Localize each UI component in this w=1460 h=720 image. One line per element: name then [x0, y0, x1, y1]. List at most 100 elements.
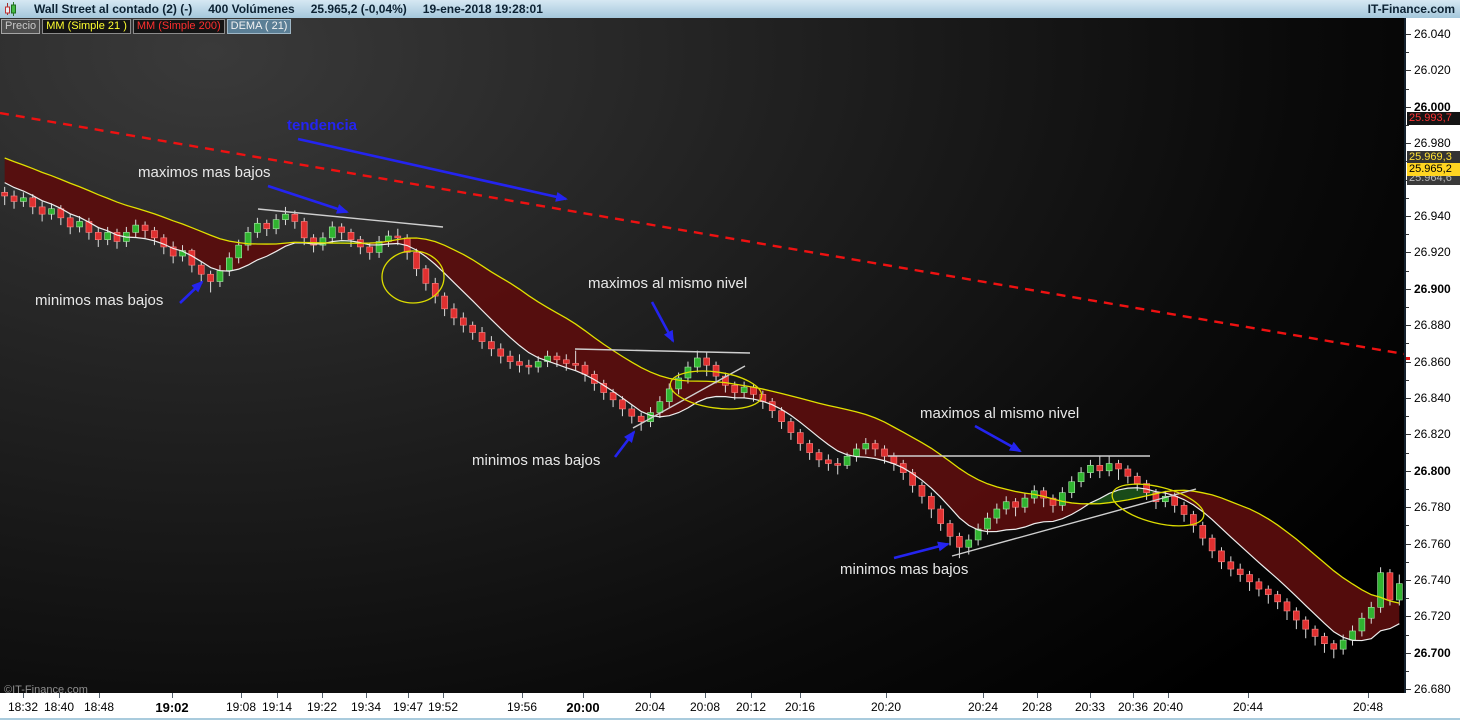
time-axis[interactable]: 18:32 18:40 18:48 19:02 19:08 19:14 19:22 19:34…: [0, 693, 1460, 720]
time-tick: [583, 693, 584, 698]
candle-body: [1162, 495, 1169, 503]
time-tick: [1037, 693, 1038, 698]
price-tick: [1406, 598, 1409, 600]
time-label: 20:40: [1152, 700, 1184, 714]
candle-body: [1339, 639, 1347, 650]
candle-body: [712, 364, 720, 377]
candle-body: [375, 241, 383, 253]
price-tick: [1406, 543, 1411, 545]
candle-body: [993, 508, 1001, 519]
candle-body: [1283, 601, 1291, 612]
price-label: 26.920: [1414, 245, 1451, 260]
candle-body: [1002, 501, 1010, 510]
candle-body: [665, 388, 673, 402]
price-tick: [1406, 580, 1411, 581]
candles-layer[interactable]: [1, 186, 1403, 659]
candle-body: [1321, 636, 1328, 644]
legend-item-precio[interactable]: Precio: [1, 19, 41, 34]
annotation-arrows[interactable]: [179, 137, 1022, 560]
candle-body: [581, 364, 589, 375]
candle-body: [525, 364, 533, 368]
candle-body: [1246, 574, 1253, 583]
candle-body: [1124, 468, 1132, 477]
legend-item-mm200[interactable]: MM (Simple 200): [132, 19, 225, 34]
candle-body: [974, 528, 982, 541]
candle-body: [244, 232, 252, 246]
price-label: 26.780: [1414, 500, 1451, 515]
price-label: 26.980: [1414, 136, 1451, 151]
price-tick: [1406, 307, 1409, 308]
highlight-ellipse: [669, 370, 763, 410]
annotation-text: minimos mas bajos: [840, 561, 968, 578]
price-chart-canvas[interactable]: tendencia maximos mas bajos minimos mas ba…: [0, 18, 1404, 693]
candle-body: [113, 232, 121, 242]
price-tick: [1406, 252, 1411, 254]
candle-body: [815, 452, 823, 461]
time-label: 19:34: [350, 700, 382, 714]
chart-plot-area[interactable]: tendencia maximos mas bajos minimos mas ba…: [0, 18, 1404, 696]
candle-body: [338, 226, 345, 233]
tendencia-dashed-line[interactable]: [0, 111, 1404, 356]
price-tick: [1406, 361, 1411, 363]
candle-body: [1133, 475, 1141, 484]
time-label: 20:16: [784, 700, 816, 714]
candle-body: [553, 355, 561, 361]
candle-body: [853, 448, 860, 457]
dema21-line: [4, 182, 1400, 642]
annotation-text: maximos mas bajos: [138, 164, 271, 181]
candle-body: [1040, 490, 1047, 499]
price-tick: [1406, 197, 1409, 199]
price-label: 26.820: [1414, 427, 1451, 442]
annotation-arrow: [893, 541, 950, 560]
time-label: 19:52: [427, 700, 459, 714]
time-label: 20:33: [1074, 700, 1106, 714]
candle-body: [937, 508, 944, 524]
candle-body: [478, 332, 486, 342]
candle-body: [29, 197, 37, 208]
time-tick: [172, 693, 173, 698]
drawn-trendline: [632, 365, 746, 429]
drawn-trendline: [257, 208, 444, 228]
annotation-text: minimos mas bajos: [35, 292, 163, 309]
annotation-text: tendencia: [287, 117, 358, 134]
price-label: 26.020: [1414, 63, 1451, 78]
price-label: 26.900: [1414, 281, 1451, 296]
time-label: 20:04: [634, 700, 666, 714]
candle-body: [628, 408, 636, 417]
candle-body: [918, 485, 926, 497]
candle-body: [516, 361, 523, 366]
annotation-arrow: [297, 137, 568, 202]
candle-body: [1293, 610, 1300, 621]
time-tick: [366, 693, 367, 698]
legend-item-dema[interactable]: DEMA ( 21): [226, 19, 292, 34]
time-tick: [1248, 693, 1249, 698]
candle-body: [1274, 594, 1281, 603]
annotation-text: maximos al mismo nivel: [588, 275, 747, 292]
candle-body: [85, 221, 93, 233]
candle-body: [76, 221, 83, 228]
time-tick: [751, 693, 752, 698]
candle-body: [1236, 568, 1244, 575]
drawn-trendline: [574, 348, 751, 354]
time-tick: [241, 693, 242, 698]
candle-body: [1171, 495, 1178, 506]
instrument-title: Wall Street al contado (2) (-): [34, 2, 193, 16]
highlight-ellipses[interactable]: [381, 250, 1208, 534]
candle-body: [1115, 463, 1122, 470]
price-axis[interactable]: 26.04026.02026.00026.98026.96026.94026.9…: [1404, 18, 1460, 696]
price-tag-mm21: 25.969,3: [1407, 150, 1460, 164]
time-label: 18:32: [7, 700, 39, 714]
price-tick: [1406, 143, 1411, 145]
drawn-trendlines[interactable]: [257, 208, 1197, 557]
candle-body: [1199, 525, 1207, 539]
candle-body: [263, 222, 271, 230]
price-tick: [1406, 671, 1409, 672]
time-label: 18:48: [83, 700, 115, 714]
candle-body: [984, 517, 991, 530]
price-tick: [1406, 434, 1411, 436]
candle-body: [825, 459, 832, 464]
candle-body: [909, 472, 916, 486]
legend-item-mm21[interactable]: MM (Simple 21 ): [42, 19, 131, 34]
price-label: 26.860: [1414, 354, 1451, 369]
time-tick: [99, 693, 100, 698]
